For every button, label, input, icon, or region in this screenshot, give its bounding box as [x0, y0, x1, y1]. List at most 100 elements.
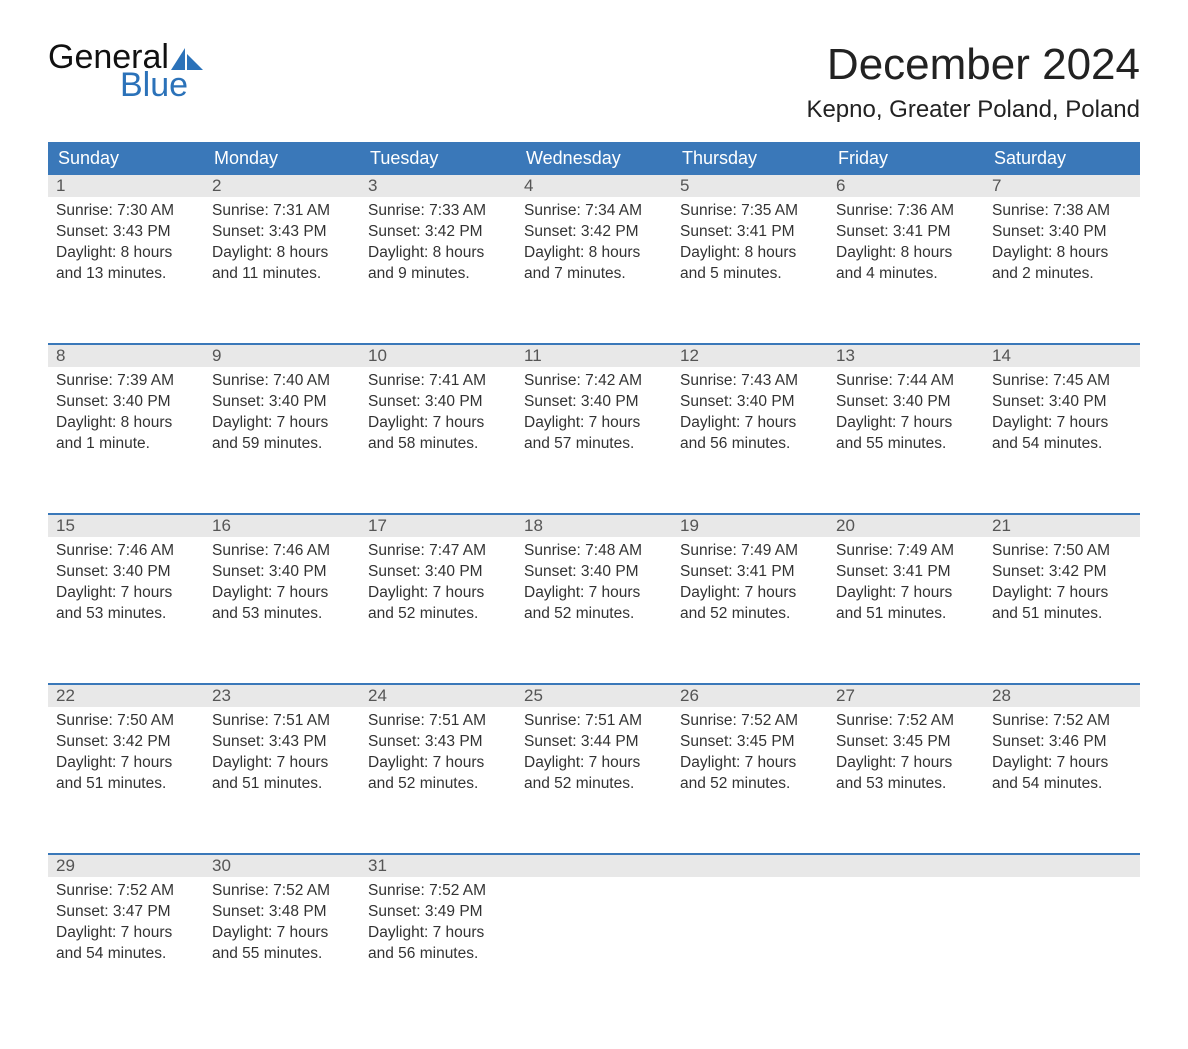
day-cell-body: Sunrise: 7:33 AMSunset: 3:42 PMDaylight:…: [360, 197, 516, 293]
sunrise-line: Sunrise: 7:52 AM: [56, 881, 196, 902]
day-cell-body: Sunrise: 7:52 AMSunset: 3:46 PMDaylight:…: [984, 707, 1140, 803]
d2-line: and 52 minutes.: [680, 604, 820, 625]
sunset-line: Sunset: 3:47 PM: [56, 902, 196, 923]
day-cell: Sunrise: 7:40 AMSunset: 3:40 PMDaylight:…: [204, 367, 360, 499]
sunrise-line: Sunrise: 7:44 AM: [836, 371, 976, 392]
day-cell: Sunrise: 7:33 AMSunset: 3:42 PMDaylight:…: [360, 197, 516, 329]
day-cell-body: Sunrise: 7:46 AMSunset: 3:40 PMDaylight:…: [204, 537, 360, 633]
sunset-line: Sunset: 3:40 PM: [524, 562, 664, 583]
day-cell: Sunrise: 7:50 AMSunset: 3:42 PMDaylight:…: [984, 537, 1140, 669]
d1-line: Daylight: 8 hours: [368, 243, 508, 264]
d1-line: Daylight: 7 hours: [836, 583, 976, 604]
day-cell: [516, 877, 672, 1009]
sunset-line: Sunset: 3:41 PM: [680, 222, 820, 243]
d1-line: Daylight: 8 hours: [680, 243, 820, 264]
logo-word2: Blue: [120, 68, 203, 102]
day-number: 12: [672, 345, 828, 367]
day-cell: Sunrise: 7:51 AMSunset: 3:43 PMDaylight:…: [360, 707, 516, 839]
day-cell-body: Sunrise: 7:43 AMSunset: 3:40 PMDaylight:…: [672, 367, 828, 463]
sunset-line: Sunset: 3:49 PM: [368, 902, 508, 923]
d1-line: Daylight: 7 hours: [524, 583, 664, 604]
sunset-line: Sunset: 3:43 PM: [368, 732, 508, 753]
day-cell: Sunrise: 7:36 AMSunset: 3:41 PMDaylight:…: [828, 197, 984, 329]
day-number: 9: [204, 345, 360, 367]
d2-line: and 5 minutes.: [680, 264, 820, 285]
day-cell-body: Sunrise: 7:50 AMSunset: 3:42 PMDaylight:…: [48, 707, 204, 803]
day-cell: Sunrise: 7:35 AMSunset: 3:41 PMDaylight:…: [672, 197, 828, 329]
d1-line: Daylight: 7 hours: [992, 583, 1132, 604]
daynum-row: 891011121314: [48, 343, 1140, 367]
sunrise-line: Sunrise: 7:46 AM: [212, 541, 352, 562]
day-number: [672, 855, 828, 877]
weekday-header: Tuesday: [360, 142, 516, 175]
d1-line: Daylight: 7 hours: [368, 753, 508, 774]
daynum-row: 293031: [48, 853, 1140, 877]
day-cell-body: Sunrise: 7:49 AMSunset: 3:41 PMDaylight:…: [828, 537, 984, 633]
day-cell-body: Sunrise: 7:51 AMSunset: 3:43 PMDaylight:…: [204, 707, 360, 803]
weekday-header: Wednesday: [516, 142, 672, 175]
sunrise-line: Sunrise: 7:43 AM: [680, 371, 820, 392]
day-cell-body: Sunrise: 7:52 AMSunset: 3:49 PMDaylight:…: [360, 877, 516, 973]
day-number: 5: [672, 175, 828, 197]
daynum-row: 1234567: [48, 175, 1140, 197]
sunset-line: Sunset: 3:42 PM: [368, 222, 508, 243]
day-number: 24: [360, 685, 516, 707]
d1-line: Daylight: 7 hours: [212, 753, 352, 774]
d2-line: and 51 minutes.: [836, 604, 976, 625]
day-cell-body: Sunrise: 7:49 AMSunset: 3:41 PMDaylight:…: [672, 537, 828, 633]
d2-line: and 9 minutes.: [368, 264, 508, 285]
day-cell-body: Sunrise: 7:52 AMSunset: 3:45 PMDaylight:…: [828, 707, 984, 803]
day-cell: Sunrise: 7:45 AMSunset: 3:40 PMDaylight:…: [984, 367, 1140, 499]
week-row: Sunrise: 7:50 AMSunset: 3:42 PMDaylight:…: [48, 707, 1140, 839]
sunset-line: Sunset: 3:40 PM: [680, 392, 820, 413]
sunset-line: Sunset: 3:40 PM: [524, 392, 664, 413]
day-number: 10: [360, 345, 516, 367]
day-cell: Sunrise: 7:30 AMSunset: 3:43 PMDaylight:…: [48, 197, 204, 329]
d1-line: Daylight: 8 hours: [56, 243, 196, 264]
d1-line: Daylight: 7 hours: [680, 413, 820, 434]
sunrise-line: Sunrise: 7:42 AM: [524, 371, 664, 392]
sunrise-line: Sunrise: 7:34 AM: [524, 201, 664, 222]
day-cell-body: Sunrise: 7:30 AMSunset: 3:43 PMDaylight:…: [48, 197, 204, 293]
sunset-line: Sunset: 3:43 PM: [56, 222, 196, 243]
sunrise-line: Sunrise: 7:49 AM: [836, 541, 976, 562]
day-number: 20: [828, 515, 984, 537]
sunrise-line: Sunrise: 7:52 AM: [368, 881, 508, 902]
sunrise-line: Sunrise: 7:35 AM: [680, 201, 820, 222]
d2-line: and 59 minutes.: [212, 434, 352, 455]
d2-line: and 1 minute.: [56, 434, 196, 455]
d2-line: and 11 minutes.: [212, 264, 352, 285]
day-number: 3: [360, 175, 516, 197]
weekday-header-row: Sunday Monday Tuesday Wednesday Thursday…: [48, 142, 1140, 175]
day-cell: Sunrise: 7:39 AMSunset: 3:40 PMDaylight:…: [48, 367, 204, 499]
sunrise-line: Sunrise: 7:41 AM: [368, 371, 508, 392]
d2-line: and 2 minutes.: [992, 264, 1132, 285]
sunrise-line: Sunrise: 7:36 AM: [836, 201, 976, 222]
day-cell-body: Sunrise: 7:36 AMSunset: 3:41 PMDaylight:…: [828, 197, 984, 293]
day-cell: Sunrise: 7:51 AMSunset: 3:43 PMDaylight:…: [204, 707, 360, 839]
d1-line: Daylight: 8 hours: [992, 243, 1132, 264]
d1-line: Daylight: 7 hours: [992, 753, 1132, 774]
week-row: Sunrise: 7:30 AMSunset: 3:43 PMDaylight:…: [48, 197, 1140, 329]
day-cell-body: Sunrise: 7:39 AMSunset: 3:40 PMDaylight:…: [48, 367, 204, 463]
day-cell: Sunrise: 7:52 AMSunset: 3:48 PMDaylight:…: [204, 877, 360, 1009]
d2-line: and 54 minutes.: [992, 434, 1132, 455]
sunrise-line: Sunrise: 7:45 AM: [992, 371, 1132, 392]
week-row: Sunrise: 7:39 AMSunset: 3:40 PMDaylight:…: [48, 367, 1140, 499]
d2-line: and 53 minutes.: [836, 774, 976, 795]
d2-line: and 51 minutes.: [212, 774, 352, 795]
d1-line: Daylight: 7 hours: [992, 413, 1132, 434]
day-cell: Sunrise: 7:50 AMSunset: 3:42 PMDaylight:…: [48, 707, 204, 839]
sunrise-line: Sunrise: 7:51 AM: [524, 711, 664, 732]
page-title: December 2024: [806, 40, 1140, 90]
day-number: 4: [516, 175, 672, 197]
weekday-header: Friday: [828, 142, 984, 175]
day-number: 26: [672, 685, 828, 707]
day-cell-body: Sunrise: 7:38 AMSunset: 3:40 PMDaylight:…: [984, 197, 1140, 293]
day-cell-body: Sunrise: 7:47 AMSunset: 3:40 PMDaylight:…: [360, 537, 516, 633]
day-cell-body: Sunrise: 7:40 AMSunset: 3:40 PMDaylight:…: [204, 367, 360, 463]
d1-line: Daylight: 7 hours: [680, 753, 820, 774]
daynum-row: 15161718192021: [48, 513, 1140, 537]
day-number: 15: [48, 515, 204, 537]
sunset-line: Sunset: 3:41 PM: [680, 562, 820, 583]
